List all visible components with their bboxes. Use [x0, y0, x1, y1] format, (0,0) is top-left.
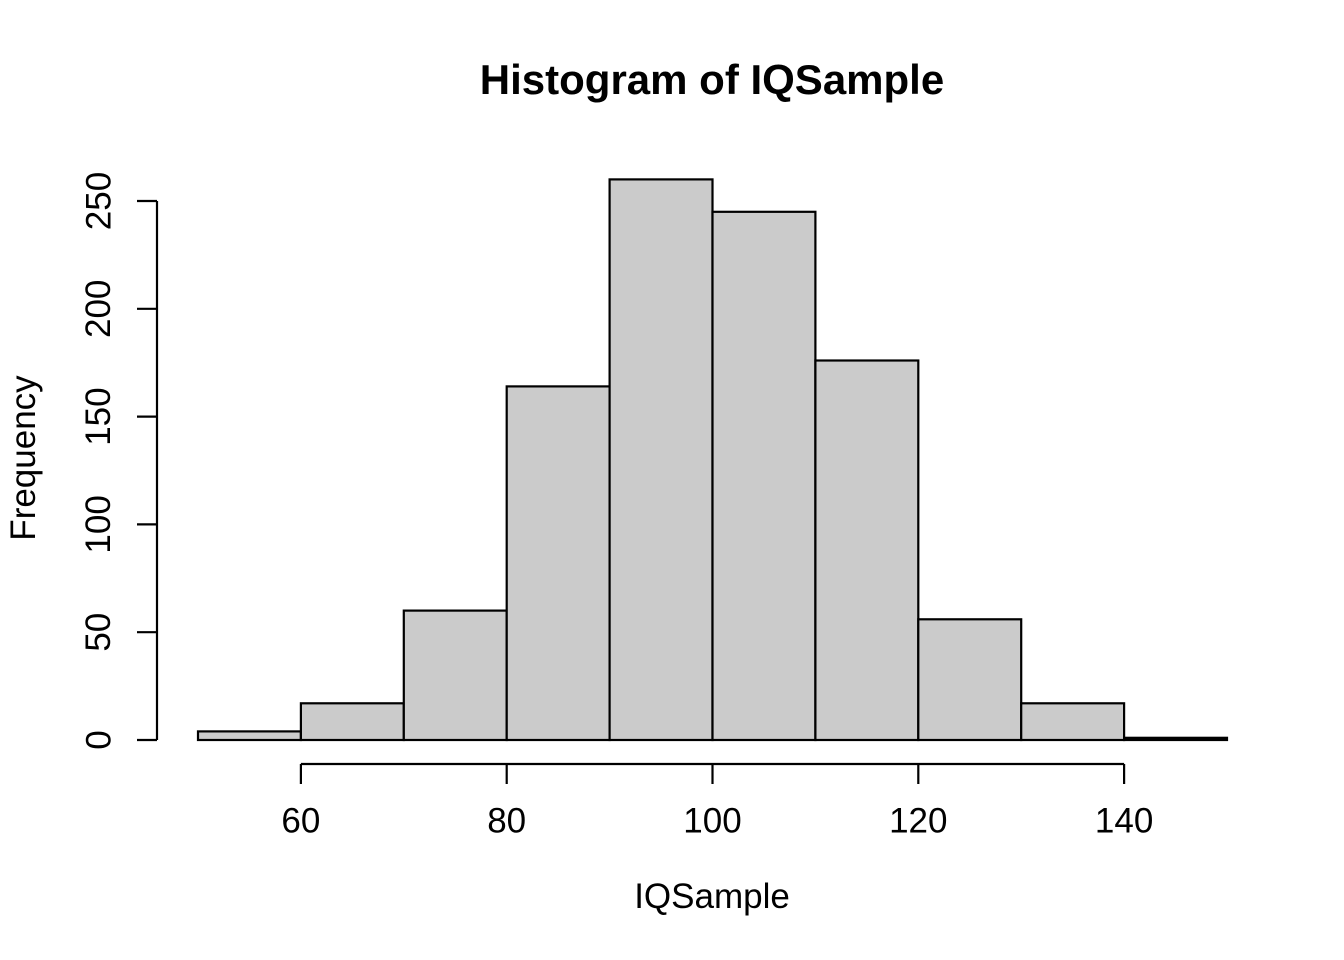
y-tick-label: 50 — [79, 613, 118, 652]
y-tick-label: 150 — [79, 387, 118, 445]
histogram-bar — [711, 210, 817, 742]
y-tick-label: 100 — [79, 495, 118, 553]
histogram-bar — [814, 359, 920, 742]
histogram-bar — [1020, 702, 1126, 742]
x-axis-label: IQSample — [634, 877, 790, 916]
histogram-bar — [402, 609, 508, 742]
x-tick-label: 80 — [487, 801, 526, 840]
histogram-bar — [299, 702, 405, 742]
x-tick-label: 100 — [683, 801, 741, 840]
x-tick-label: 120 — [889, 801, 947, 840]
y-tick-label: 0 — [79, 730, 118, 749]
x-tick-label: 140 — [1095, 801, 1153, 840]
histogram-bar — [1122, 736, 1229, 742]
histogram-bar — [505, 385, 611, 742]
histogram-bar — [196, 730, 303, 742]
histogram-bar — [917, 618, 1023, 742]
histogram-bar — [608, 178, 714, 742]
y-tick-label: 200 — [79, 280, 118, 338]
chart-title: Histogram of IQSample — [479, 56, 945, 103]
y-tick-label: 250 — [79, 172, 118, 230]
x-tick-label: 60 — [281, 801, 320, 840]
